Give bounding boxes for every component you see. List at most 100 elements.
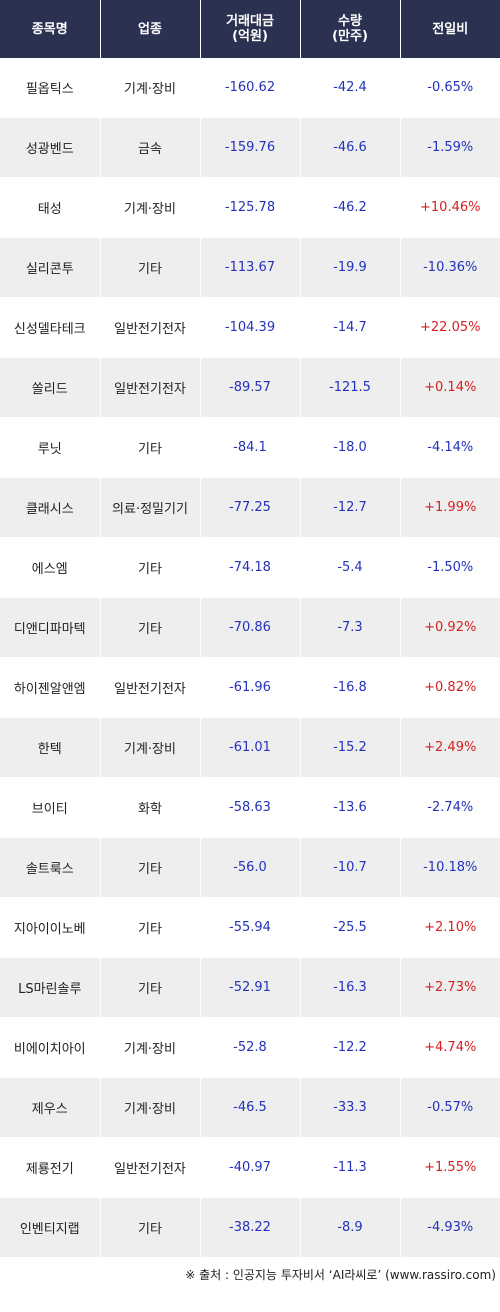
amount-cell: -84.1 [200, 417, 301, 478]
stock-name-cell: 제룡전기 [0, 1137, 101, 1198]
amount-cell: -52.8 [200, 1017, 301, 1078]
header-row: 종목명 업종 거래대금 (억원) 수량 (만주) 전일비 [0, 0, 500, 58]
amount-cell: -40.97 [200, 1137, 301, 1198]
stock-name-cell: 비에이치아이 [0, 1017, 101, 1078]
volume-cell: -12.7 [300, 477, 401, 538]
sector-cell: 금속 [100, 117, 201, 178]
sector-cell: 기타 [100, 597, 201, 658]
change-cell: -0.57% [400, 1077, 500, 1138]
amount-cell: -74.18 [200, 537, 301, 598]
table-row: 쏠리드 일반전기전자 -89.57 -121.5 +0.14% [0, 357, 500, 418]
table-row: 비에이치아이 기계·장비 -52.8 -12.2 +4.74% [0, 1017, 500, 1078]
sector-cell: 일반전기전자 [100, 297, 201, 358]
stock-table: 종목명 업종 거래대금 (억원) 수량 (만주) 전일비 필옵틱스 기계·장비 -1… [0, 0, 500, 1258]
change-cell: +0.14% [400, 357, 500, 418]
change-cell: -10.18% [400, 837, 500, 898]
change-cell: -2.74% [400, 777, 500, 838]
header-volume: 수량 (만주) [300, 0, 401, 58]
table-row: 하이젠알앤엠 일반전기전자 -61.96 -16.8 +0.82% [0, 657, 500, 718]
table-row: 태성 기계·장비 -125.78 -46.2 +10.46% [0, 177, 500, 238]
amount-cell: -125.78 [200, 177, 301, 238]
change-cell: -10.36% [400, 237, 500, 298]
amount-cell: -77.25 [200, 477, 301, 538]
table-row: 브이티 화학 -58.63 -13.6 -2.74% [0, 777, 500, 838]
amount-cell: -56.0 [200, 837, 301, 898]
volume-cell: -12.2 [300, 1017, 401, 1078]
change-cell: +0.92% [400, 597, 500, 658]
volume-cell: -16.8 [300, 657, 401, 718]
header-name: 종목명 [0, 0, 101, 58]
sector-cell: 기계·장비 [100, 58, 201, 118]
volume-cell: -5.4 [300, 537, 401, 598]
stock-name-cell: 성광벤드 [0, 117, 101, 178]
sector-cell: 기계·장비 [100, 1077, 201, 1138]
stock-name-cell: 필옵틱스 [0, 58, 101, 118]
amount-cell: -104.39 [200, 297, 301, 358]
sector-cell: 의료·정밀기기 [100, 477, 201, 538]
header-amount-line1: 거래대금 [226, 14, 274, 29]
header-change: 전일비 [400, 0, 500, 58]
source-note: ※ 출처 : 인공지능 투자비서 ‘AI라씨로’ (www.rassiro.co… [185, 1268, 496, 1282]
stock-name-cell: 에스엠 [0, 537, 101, 598]
amount-cell: -52.91 [200, 957, 301, 1018]
table-row: LS마린솔루 기타 -52.91 -16.3 +2.73% [0, 957, 500, 1018]
stock-name-cell: 솔트룩스 [0, 837, 101, 898]
stock-name-cell: 지아이이노베 [0, 897, 101, 958]
volume-cell: -19.9 [300, 237, 401, 298]
stock-name-cell: 디앤디파마텍 [0, 597, 101, 658]
table-row: 필옵틱스 기계·장비 -160.62 -42.4 -0.65% [0, 58, 500, 118]
amount-cell: -55.94 [200, 897, 301, 958]
table-row: 클래시스 의료·정밀기기 -77.25 -12.7 +1.99% [0, 477, 500, 538]
volume-cell: -10.7 [300, 837, 401, 898]
stock-name-cell: LS마린솔루 [0, 957, 101, 1018]
change-cell: +2.49% [400, 717, 500, 778]
sector-cell: 일반전기전자 [100, 1137, 201, 1198]
amount-cell: -38.22 [200, 1197, 301, 1258]
header-amount-line2: (억원) [232, 29, 268, 44]
volume-cell: -14.7 [300, 297, 401, 358]
table-row: 솔트룩스 기타 -56.0 -10.7 -10.18% [0, 837, 500, 898]
sector-cell: 기타 [100, 537, 201, 598]
change-cell: +1.55% [400, 1137, 500, 1198]
volume-cell: -42.4 [300, 58, 401, 118]
sector-cell: 기타 [100, 237, 201, 298]
volume-cell: -33.3 [300, 1077, 401, 1138]
volume-cell: -15.2 [300, 717, 401, 778]
amount-cell: -160.62 [200, 58, 301, 118]
change-cell: +10.46% [400, 177, 500, 238]
amount-cell: -70.86 [200, 597, 301, 658]
change-cell: -1.50% [400, 537, 500, 598]
sector-cell: 일반전기전자 [100, 657, 201, 718]
amount-cell: -61.01 [200, 717, 301, 778]
stock-name-cell: 하이젠알앤엠 [0, 657, 101, 718]
change-cell: +2.73% [400, 957, 500, 1018]
change-cell: +1.99% [400, 477, 500, 538]
volume-cell: -13.6 [300, 777, 401, 838]
table-row: 신성델타테크 일반전기전자 -104.39 -14.7 +22.05% [0, 297, 500, 358]
table-row: 제우스 기계·장비 -46.5 -33.3 -0.57% [0, 1077, 500, 1138]
stock-name-cell: 인벤티지랩 [0, 1197, 101, 1258]
header-sector: 업종 [100, 0, 201, 58]
change-cell: -4.14% [400, 417, 500, 478]
amount-cell: -89.57 [200, 357, 301, 418]
table-row: 실리콘투 기타 -113.67 -19.9 -10.36% [0, 237, 500, 298]
stock-name-cell: 실리콘투 [0, 237, 101, 298]
volume-cell: -46.6 [300, 117, 401, 178]
table-row: 한텍 기계·장비 -61.01 -15.2 +2.49% [0, 717, 500, 778]
amount-cell: -58.63 [200, 777, 301, 838]
stock-name-cell: 클래시스 [0, 477, 101, 538]
stock-name-cell: 태성 [0, 177, 101, 238]
sector-cell: 기계·장비 [100, 717, 201, 778]
sector-cell: 일반전기전자 [100, 357, 201, 418]
volume-cell: -8.9 [300, 1197, 401, 1258]
stock-name-cell: 루닛 [0, 417, 101, 478]
amount-cell: -61.96 [200, 657, 301, 718]
stock-name-cell: 신성델타테크 [0, 297, 101, 358]
volume-cell: -46.2 [300, 177, 401, 238]
header-volume-line1: 수량 [338, 14, 362, 29]
amount-cell: -46.5 [200, 1077, 301, 1138]
stock-name-cell: 브이티 [0, 777, 101, 838]
volume-cell: -18.0 [300, 417, 401, 478]
volume-cell: -121.5 [300, 357, 401, 418]
table-body: 필옵틱스 기계·장비 -160.62 -42.4 -0.65% 성광벤드 금속 -159.76… [0, 58, 500, 1258]
